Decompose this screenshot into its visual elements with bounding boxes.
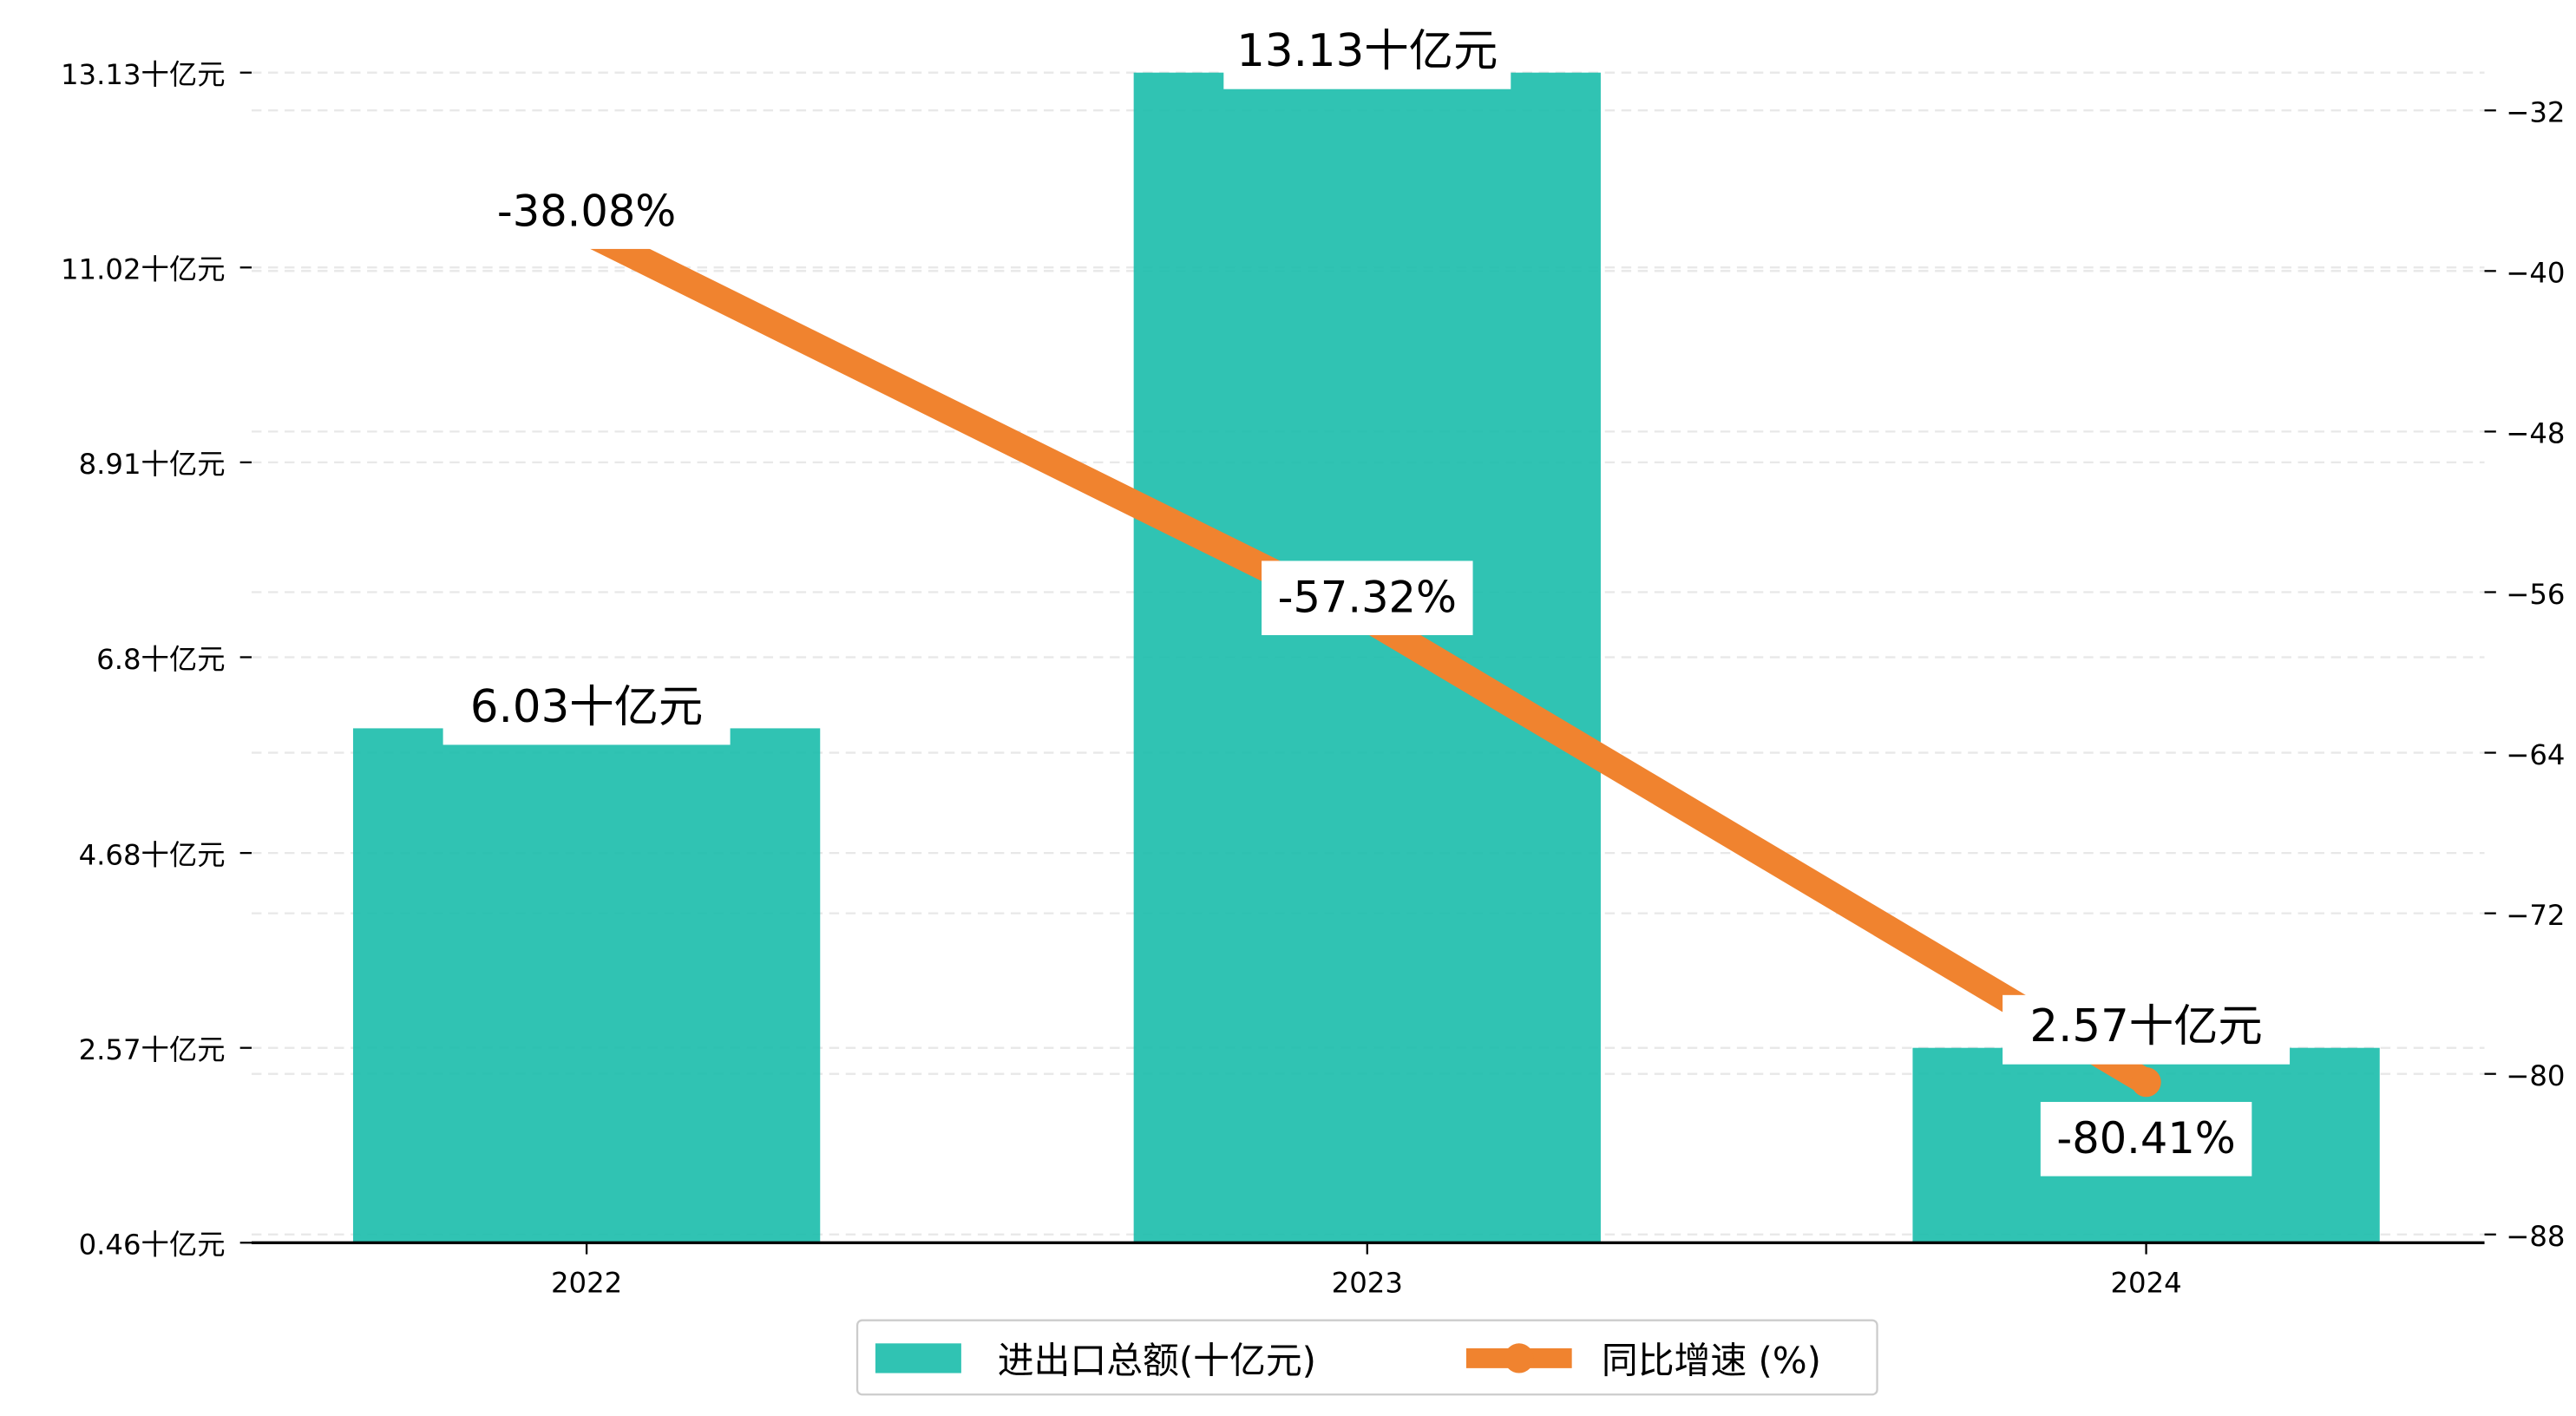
bar-label-bg xyxy=(442,675,731,745)
legend-label-line: 同比增速 (%) xyxy=(1602,1340,1821,1382)
bar-label-bg xyxy=(1223,19,1511,89)
legend-bar-swatch xyxy=(875,1343,961,1373)
bar-value-label: 13.13十亿元 xyxy=(1236,25,1498,77)
right-tick-label: −64 xyxy=(2506,738,2565,771)
axes: 0.46十亿元 2.57十亿元 4.68十亿元 6.8十亿元 8.91十亿元 11.02十… xyxy=(61,58,2565,1299)
line-value-label: -80.41% xyxy=(2056,1113,2235,1164)
x-tick-label: 2023 xyxy=(1332,1266,1403,1299)
legend: 进出口总额(十亿元) 同比增速 (%) xyxy=(855,1319,1878,1396)
right-tick-label: −88 xyxy=(2506,1220,2565,1253)
right-tick-label: −56 xyxy=(2506,578,2565,611)
line-value-label: -57.32% xyxy=(1278,572,1457,622)
bar-value-label: 2.57十亿元 xyxy=(2029,1000,2262,1052)
legend-label-bar: 进出口总额(十亿元) xyxy=(998,1340,1316,1382)
bar-label-bg xyxy=(2002,994,2291,1065)
bar-value-label: 6.03十亿元 xyxy=(470,681,703,733)
bar-labels: 6.03十亿元 13.13十亿元 2.57十亿元 xyxy=(442,19,2291,1065)
legend-marker-icon xyxy=(1504,1343,1534,1373)
left-tick-label: 2.57十亿元 xyxy=(79,1033,226,1066)
left-tick-label: 6.8十亿元 xyxy=(96,643,225,676)
left-tick-label: 13.13十亿元 xyxy=(61,58,226,91)
line-value-label: -38.08% xyxy=(497,186,676,236)
growth-point-2024 xyxy=(2131,1067,2161,1098)
x-tick-label: 2024 xyxy=(2110,1266,2181,1299)
line-label-bg xyxy=(481,174,692,249)
right-tick-label: −40 xyxy=(2506,257,2565,290)
bar-2023 xyxy=(1133,72,1601,1243)
bar-2022 xyxy=(352,728,821,1243)
right-tick-label: −32 xyxy=(2506,96,2565,129)
left-tick-label: 4.68十亿元 xyxy=(79,838,226,871)
right-tick-label: −72 xyxy=(2506,899,2565,932)
left-tick-label: 11.02十亿元 xyxy=(61,253,226,286)
right-tick-label: −48 xyxy=(2506,417,2565,450)
line-label-bg xyxy=(1262,560,1473,636)
left-tick-label: 8.91十亿元 xyxy=(79,448,226,481)
left-tick-label: 0.46十亿元 xyxy=(79,1229,226,1262)
legend-box xyxy=(855,1319,1878,1396)
line-labels: -38.08% -57.32% -80.41% xyxy=(481,174,2252,1177)
right-tick-label: −80 xyxy=(2506,1059,2565,1092)
line-label-bg xyxy=(2040,1102,2252,1177)
x-tick-label: 2022 xyxy=(551,1266,622,1299)
